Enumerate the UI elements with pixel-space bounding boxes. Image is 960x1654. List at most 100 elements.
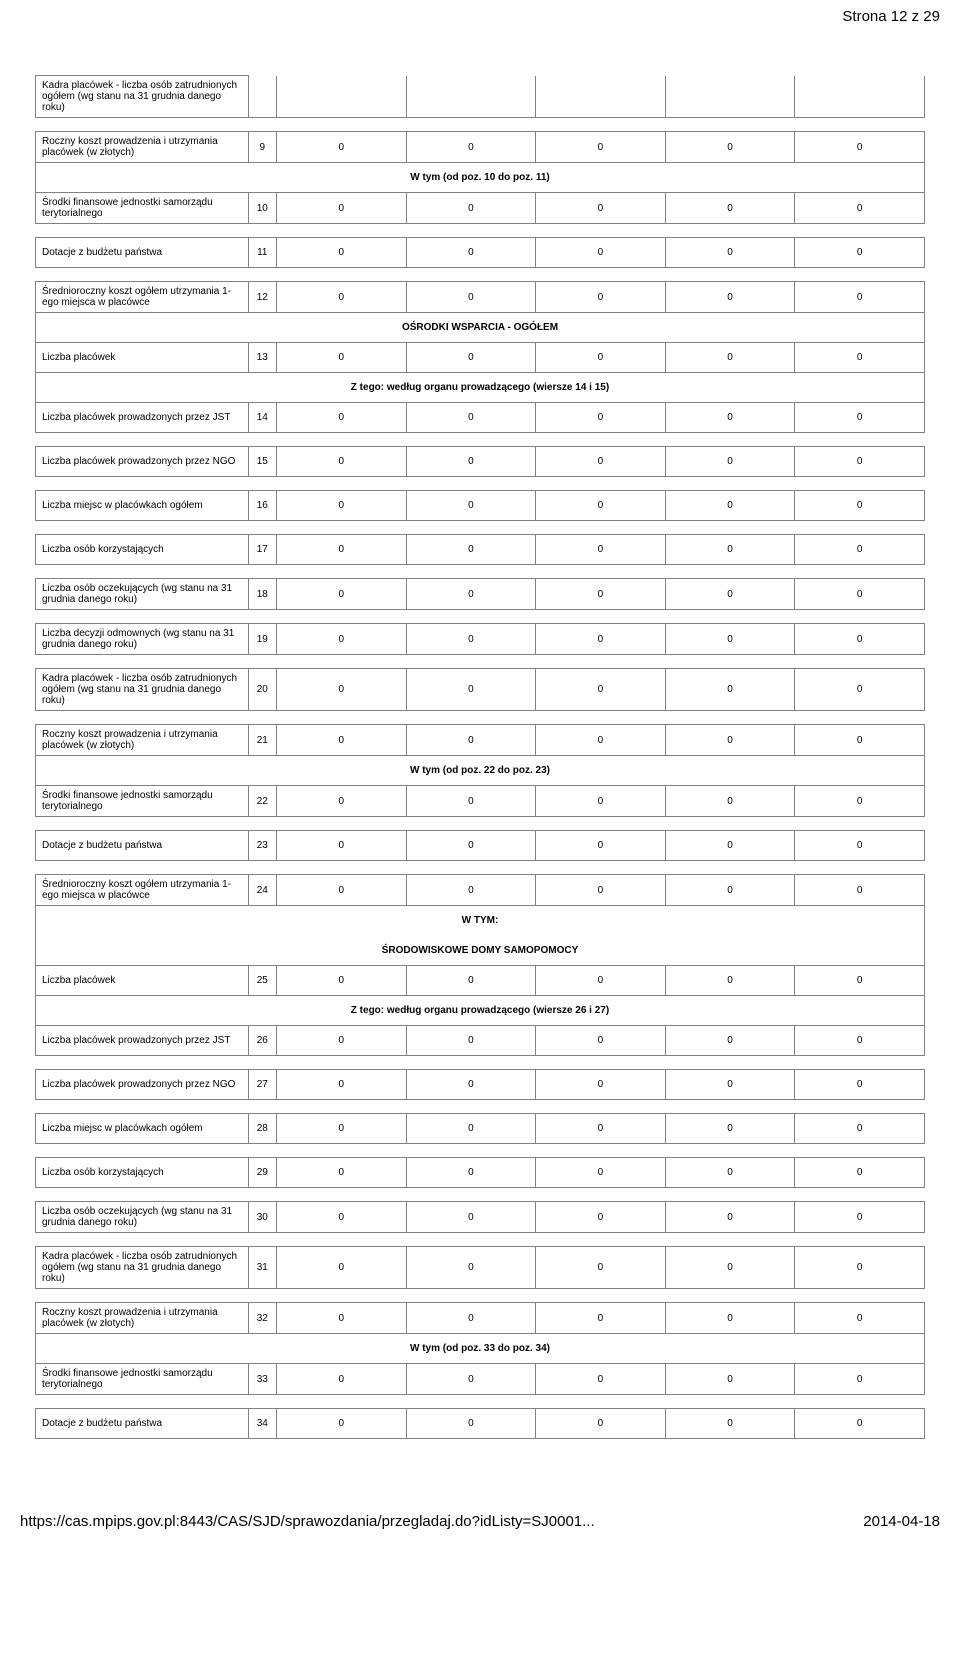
row-num: 25 (248, 966, 276, 996)
row-val: 0 (795, 491, 925, 521)
row-label: Średnioroczny koszt ogółem utrzymania 1-… (36, 282, 249, 313)
row-num: 28 (248, 1114, 276, 1144)
row-label: Roczny koszt prowadzenia i utrzymania pl… (36, 132, 249, 163)
row-val: 0 (276, 535, 406, 565)
table-row: Roczny koszt prowadzenia i utrzymania pl… (36, 132, 925, 163)
row-num: 21 (248, 725, 276, 756)
spacer (36, 1188, 925, 1202)
row-val: 0 (665, 579, 795, 610)
row-val: 0 (795, 403, 925, 433)
row-val: 0 (276, 1409, 406, 1439)
table-row: Środki finansowe jednostki samorządu ter… (36, 786, 925, 817)
row-val: 0 (536, 1364, 666, 1395)
row-label: Liczba placówek (36, 966, 249, 996)
table-row: Liczba decyzji odmownych (wg stanu na 31… (36, 624, 925, 655)
row-val: 0 (795, 1364, 925, 1395)
row-val: 0 (406, 1364, 536, 1395)
row-val: 0 (665, 669, 795, 711)
row-label: Dotacje z budżetu państwa (36, 238, 249, 268)
row-val: 0 (795, 1247, 925, 1289)
row-num: 22 (248, 786, 276, 817)
row-val: 0 (276, 1158, 406, 1188)
section-header: W tym (od poz. 22 do poz. 23) (36, 756, 925, 786)
table-row: Kadra placówek - liczba osób zatrudniony… (36, 1247, 925, 1289)
spacer (36, 1056, 925, 1070)
row-label: Liczba placówek prowadzonych przez NGO (36, 1070, 249, 1100)
row-val: 0 (536, 238, 666, 268)
row-val: 0 (536, 1070, 666, 1100)
row-num: 16 (248, 491, 276, 521)
row-val: 0 (795, 831, 925, 861)
row-val: 0 (406, 1114, 536, 1144)
row-num: 24 (248, 875, 276, 906)
row-val: 0 (665, 1070, 795, 1100)
row-val: 0 (536, 579, 666, 610)
row-val: 0 (795, 786, 925, 817)
section-title: W TYM: (36, 906, 925, 936)
spacer (36, 1100, 925, 1114)
row-label: Roczny koszt prowadzenia i utrzymania pl… (36, 725, 249, 756)
table-row: Średnioroczny koszt ogółem utrzymania 1-… (36, 282, 925, 313)
row-val: 0 (795, 132, 925, 163)
table-row: Liczba placówek prowadzonych przez NGO 2… (36, 1070, 925, 1100)
row-val: 0 (406, 1247, 536, 1289)
row-num: 26 (248, 1026, 276, 1056)
table-row: Średnioroczny koszt ogółem utrzymania 1-… (36, 875, 925, 906)
row-label: Kadra placówek - liczba osób zatrudniony… (36, 76, 249, 118)
row-val: 0 (406, 1026, 536, 1056)
row-num: 14 (248, 403, 276, 433)
row-val: 0 (536, 875, 666, 906)
row-val (795, 76, 925, 118)
row-label: Liczba placówek prowadzonych przez NGO (36, 447, 249, 477)
table-row: Dotacje z budżetu państwa 11 0 0 0 0 0 (36, 238, 925, 268)
row-val: 0 (536, 403, 666, 433)
footer-url: https://cas.mpips.gov.pl:8443/CAS/SJD/sp… (20, 1513, 595, 1530)
row-val: 0 (276, 1114, 406, 1144)
section-title: W tym (od poz. 33 do poz. 34) (36, 1334, 925, 1364)
row-val: 0 (665, 1247, 795, 1289)
row-val: 0 (276, 343, 406, 373)
row-num: 9 (248, 132, 276, 163)
row-val: 0 (665, 491, 795, 521)
row-val: 0 (795, 238, 925, 268)
spacer (36, 1144, 925, 1158)
row-label: Dotacje z budżetu państwa (36, 831, 249, 861)
row-val: 0 (795, 343, 925, 373)
row-label: Liczba decyzji odmownych (wg stanu na 31… (36, 624, 249, 655)
row-val: 0 (665, 1303, 795, 1334)
row-val: 0 (795, 1409, 925, 1439)
row-val: 0 (536, 966, 666, 996)
row-label: Średnioroczny koszt ogółem utrzymania 1-… (36, 875, 249, 906)
row-val: 0 (406, 1303, 536, 1334)
row-val: 0 (276, 786, 406, 817)
row-label: Liczba miejsc w placówkach ogółem (36, 491, 249, 521)
row-val: 0 (406, 403, 536, 433)
row-val: 0 (406, 624, 536, 655)
row-val: 0 (795, 1070, 925, 1100)
row-val: 0 (795, 1202, 925, 1233)
row-val: 0 (665, 1114, 795, 1144)
table-row: Roczny koszt prowadzenia i utrzymania pl… (36, 725, 925, 756)
row-val: 0 (276, 1070, 406, 1100)
row-val: 0 (536, 535, 666, 565)
row-num: 19 (248, 624, 276, 655)
row-val: 0 (276, 491, 406, 521)
row-val: 0 (795, 579, 925, 610)
row-label: Dotacje z budżetu państwa (36, 1409, 249, 1439)
section-header: ŚRODOWISKOWE DOMY SAMOPOMOCY (36, 936, 925, 966)
row-val: 0 (406, 1070, 536, 1100)
section-title: W tym (od poz. 10 do poz. 11) (36, 163, 925, 193)
row-label: Kadra placówek - liczba osób zatrudniony… (36, 669, 249, 711)
spacer (36, 1395, 925, 1409)
row-val: 0 (276, 966, 406, 996)
table-row: Liczba osób oczekujących (wg stanu na 31… (36, 579, 925, 610)
row-val: 0 (406, 786, 536, 817)
row-val: 0 (536, 132, 666, 163)
row-val: 0 (406, 875, 536, 906)
row-label: Liczba osób oczekujących (wg stanu na 31… (36, 579, 249, 610)
table-row: Liczba miejsc w placówkach ogółem 16 0 0… (36, 491, 925, 521)
row-val: 0 (536, 669, 666, 711)
spacer (36, 817, 925, 831)
row-val: 0 (276, 875, 406, 906)
row-val: 0 (536, 343, 666, 373)
